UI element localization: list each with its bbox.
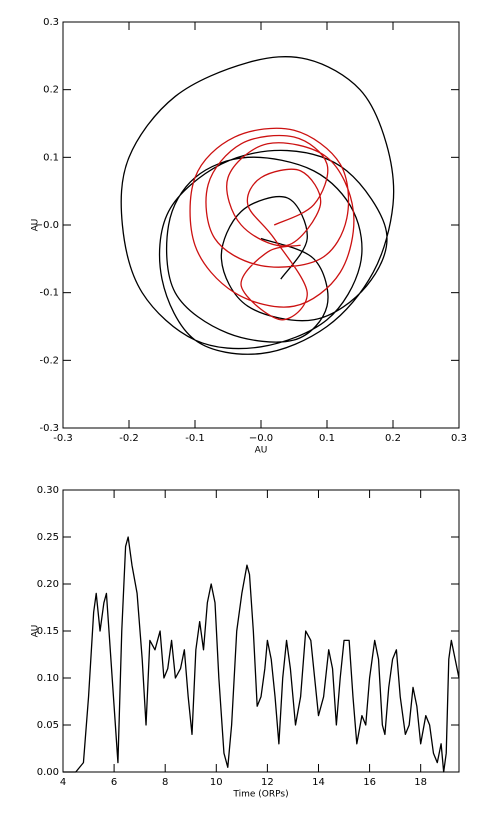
y-tick-label: 0.2 xyxy=(43,85,59,96)
x-tick-label: −0.0 xyxy=(249,433,273,444)
y-tick-label: 0.25 xyxy=(37,532,59,543)
x-axis-label: AU xyxy=(255,446,268,456)
x-tick-label: 12 xyxy=(261,777,274,788)
x-tick-label: -0.1 xyxy=(185,433,205,444)
x-axis-label: Time (ORPs) xyxy=(232,790,288,800)
y-tick-label: 0.1 xyxy=(43,152,59,163)
y-axis-label: AU xyxy=(31,219,41,232)
y-tick-label: -0.3 xyxy=(39,423,59,434)
x-tick-label: 16 xyxy=(363,777,376,788)
y-tick-label: 0.30 xyxy=(37,485,59,496)
x-tick-label: 0.3 xyxy=(451,433,467,444)
data-line xyxy=(63,536,460,773)
y-tick-label: 0.3 xyxy=(43,17,59,28)
x-tick-label: 4 xyxy=(60,777,66,788)
x-tick-label: 0.1 xyxy=(319,433,335,444)
y-tick-label: 0.15 xyxy=(37,626,59,637)
x-tick-label: 6 xyxy=(111,777,117,788)
x-tick-label: 10 xyxy=(210,777,223,788)
x-tick-label: 18 xyxy=(414,777,427,788)
y-tick-label: 0.05 xyxy=(37,720,59,731)
x-tick-label: -0.2 xyxy=(119,433,139,444)
x-tick-label: 14 xyxy=(312,777,325,788)
x-tick-label: 0.2 xyxy=(385,433,401,444)
data-line xyxy=(189,127,355,321)
y-tick-label: −0.0 xyxy=(35,220,59,231)
y-tick-label: 0.20 xyxy=(37,579,59,590)
y-tick-label: 0.00 xyxy=(37,767,59,778)
y-tick-label: -0.1 xyxy=(39,288,59,299)
x-tick-label: 8 xyxy=(162,777,168,788)
y-tick-label: -0.2 xyxy=(39,355,59,366)
x-tick-label: -0.3 xyxy=(53,433,73,444)
y-axis-label: AU xyxy=(31,625,41,638)
y-tick-label: 0.10 xyxy=(37,673,59,684)
